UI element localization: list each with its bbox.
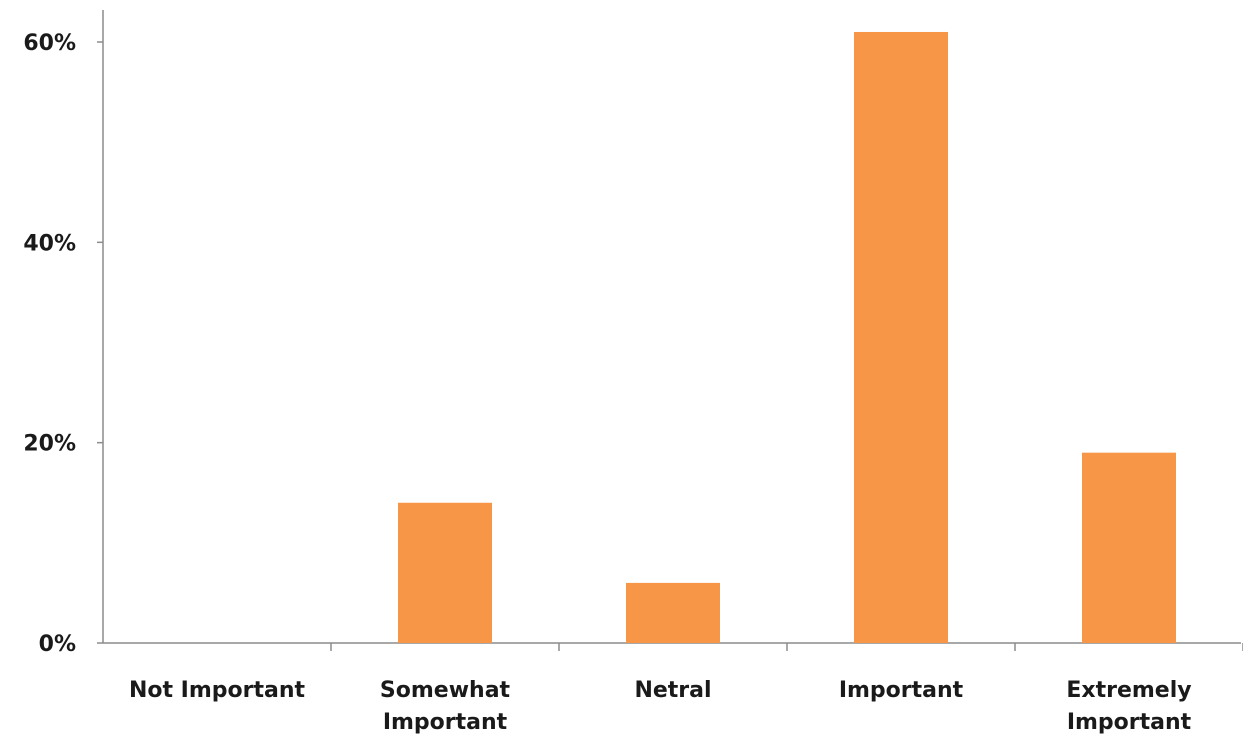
x-category-label-line: Somewhat [380,678,511,703]
x-category-label: Not Important [129,678,306,703]
y-tick-label: 20% [23,432,76,457]
bar [398,502,492,643]
x-category-label: Netral [634,678,711,703]
bar [1082,452,1176,643]
x-category-label: Important [839,678,964,703]
bar [854,31,948,643]
x-category-label: Somewhat Important [380,678,511,735]
x-category-label-line: Extremely [1066,678,1191,703]
x-category-label-line: Not Important [129,678,306,703]
x-category-label-line: Netral [634,678,711,703]
x-category-label-line: Important [839,678,964,703]
bar [626,582,720,643]
x-category-label-line: Important [1067,710,1192,735]
y-tick-label: 0% [39,632,76,657]
x-category-label-line: Important [383,710,508,735]
y-tick-label: 40% [23,231,76,256]
x-category-label: Extremely Important [1066,678,1191,735]
y-tick-label: 60% [23,31,76,56]
